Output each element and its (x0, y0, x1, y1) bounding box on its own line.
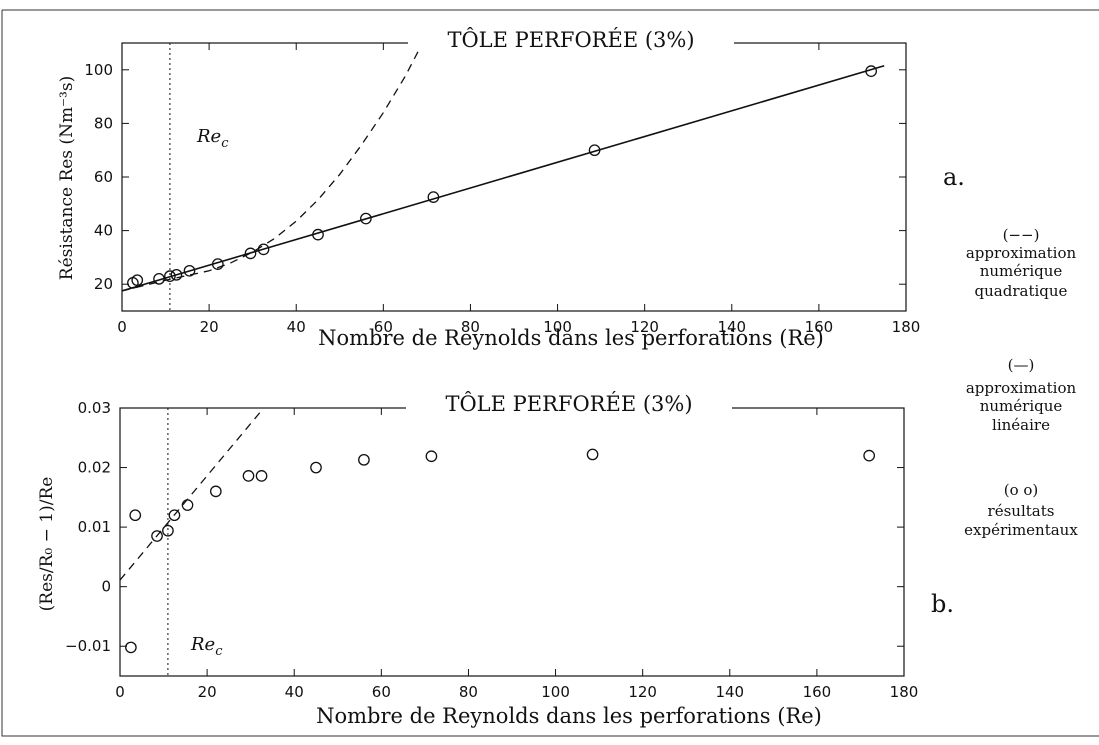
figure-frame (1, 9, 1099, 737)
panel-a-data-point (164, 270, 176, 283)
panel-a-y-tick-label: 80 (94, 114, 113, 132)
panel-b-x-tick-label: 180 (890, 683, 919, 701)
panel-a-y-tick-label: 60 (94, 168, 113, 186)
panel-a-y-tick-label: 100 (84, 61, 113, 79)
panel-b-data-point (129, 509, 142, 522)
panel-a-x-tick-label: 160 (805, 318, 834, 336)
panel-a-y-tick-label: 20 (94, 275, 113, 293)
panel-b-data-point (125, 641, 137, 654)
panel-b-data-point (168, 509, 181, 522)
panel-a-x-tick-label: 180 (892, 318, 921, 336)
panel-b-y-tick-label: 0.02 (78, 459, 111, 477)
side-legend: (−−) approximation numérique quadratique… (964, 226, 1078, 539)
panel-b-x-tick-label: 20 (198, 683, 217, 701)
panel-a-data-point (588, 144, 601, 157)
panel-a-tag: a. (943, 163, 965, 191)
panel-a-title-bg (408, 29, 734, 51)
panel-b-x-tick-label: 140 (715, 683, 744, 701)
legend-markers-symbol: (o o) (1004, 481, 1039, 499)
panel-b-x-tick-label: 160 (803, 683, 832, 701)
legend-dashed-symbol: (−−) (1003, 226, 1040, 244)
panel-a-data-point (183, 264, 196, 277)
panel-b-tag: b. (931, 590, 954, 618)
panel-a-x-label: Nombre de Reynolds dans les perforations… (318, 326, 824, 350)
panel-b-linear-fit-line (119, 407, 265, 581)
panel-b-y-label: (Res/R₀ − 1)/Re (37, 477, 57, 612)
legend-markers-line-2: expérimentaux (964, 521, 1078, 539)
legend-solid-line-1: approximation (966, 379, 1077, 397)
legend-dashed-line-1: approximation (966, 244, 1077, 262)
panel-b-y-tick-label: 0 (101, 578, 111, 596)
panel-a-y-ticks: 20 40 60 80 100 (84, 61, 906, 293)
panel-a-data-point (257, 243, 270, 256)
panel-b-critical-label: Rec (190, 634, 223, 659)
panel-b-y-tick-label: 0.01 (78, 518, 111, 536)
panel-b-x-tick-label: 100 (541, 683, 570, 701)
panel-b-x-label: Nombre de Reynolds dans les perforations… (316, 704, 822, 728)
legend-solid-line-2: numérique (980, 397, 1063, 415)
panel-b-x-tick-label: 80 (459, 683, 478, 701)
legend-dashed-line-3: quadratique (975, 282, 1068, 300)
panel-b-data-point (151, 530, 163, 542)
panel-a-x-tick-label: 40 (287, 318, 306, 336)
panel-a-x-tick-label: 100 (543, 318, 572, 336)
panel-a-data-point (244, 247, 257, 260)
panel-b-data-point (162, 524, 174, 537)
panel-b-data-points (125, 448, 876, 654)
panel-a-data-point (427, 191, 440, 203)
panel-a-x-tick-label: 20 (200, 318, 219, 336)
panel-a-data-point (153, 272, 165, 285)
panel-a-x-ticks: 0 20 40 60 80 100 120 140 160 180 (117, 43, 920, 336)
panel-a-axes-box (121, 42, 907, 312)
panel-b-x-tick-label: 40 (285, 683, 304, 701)
panel-b: 0 20 40 60 80 100 120 140 160 180 −0.0100.010.020… (37, 391, 954, 728)
panel-b-data-point (181, 499, 194, 511)
panel-b-x-ticks: 0 20 40 60 80 100 120 140 160 180 (115, 408, 918, 701)
panel-b-axes-box (119, 407, 905, 677)
panel-a-data-point (211, 258, 224, 270)
panel-b-x-tick-label: 0 (115, 683, 125, 701)
panel-b-x-tick-label: 120 (628, 683, 657, 701)
panel-b-data-point (310, 461, 322, 474)
panel-a-x-tick-label: 140 (717, 318, 746, 336)
panel-a-linear-fit-line (121, 65, 885, 292)
legend-solid-line-3: linéaire (992, 416, 1050, 434)
panel-a-data-point (360, 212, 372, 225)
panel-a-y-label: Résistance Res (Nm⁻³s) (57, 76, 77, 280)
panel-a-x-tick-label: 120 (630, 318, 659, 336)
panel-b-data-point (425, 450, 438, 463)
panel-b-y-ticks: −0.01 0 0.01 0.02 0.03 (65, 399, 904, 655)
panel-a-data-points (127, 65, 878, 289)
panel-b-title: TÔLE PERFORÉE (3%) (445, 391, 692, 416)
panel-a-title: TÔLE PERFORÉE (3%) (447, 27, 694, 52)
panel-a-data-point (312, 228, 324, 241)
panel-b-x-tick-label: 60 (372, 683, 391, 701)
panel-b-data-point (242, 470, 255, 482)
panel-a: 0 20 40 60 80 100 120 140 160 180 20 40 60 80 100 TÔL… (57, 27, 965, 350)
panel-a-x-tick-label: 80 (461, 318, 480, 336)
panel-b-y-tick-label: 0.03 (78, 399, 111, 417)
panel-b-title-bg (406, 394, 732, 416)
legend-markers-line-1: résultats (988, 502, 1055, 520)
panel-a-x-tick-label: 0 (117, 318, 127, 336)
panel-a-x-tick-label: 60 (374, 318, 393, 336)
panel-a-quadratic-fit-line (121, 42, 424, 292)
panel-a-data-point (131, 274, 144, 287)
legend-dashed-line-2: numérique (980, 262, 1063, 280)
panel-b-data-point (358, 453, 370, 466)
panel-b-y-tick-label: −0.01 (65, 637, 111, 655)
panel-b-data-point (255, 470, 268, 482)
panel-b-data-point (863, 449, 876, 462)
panel-a-data-point (865, 65, 878, 77)
legend-solid-symbol: (—) (1008, 356, 1035, 374)
panel-b-data-point (586, 448, 599, 461)
panel-a-data-point (170, 268, 183, 281)
panel-a-y-tick-label: 40 (94, 222, 113, 240)
panel-b-data-point (209, 485, 222, 498)
panel-a-critical-label: Rec (196, 126, 229, 151)
